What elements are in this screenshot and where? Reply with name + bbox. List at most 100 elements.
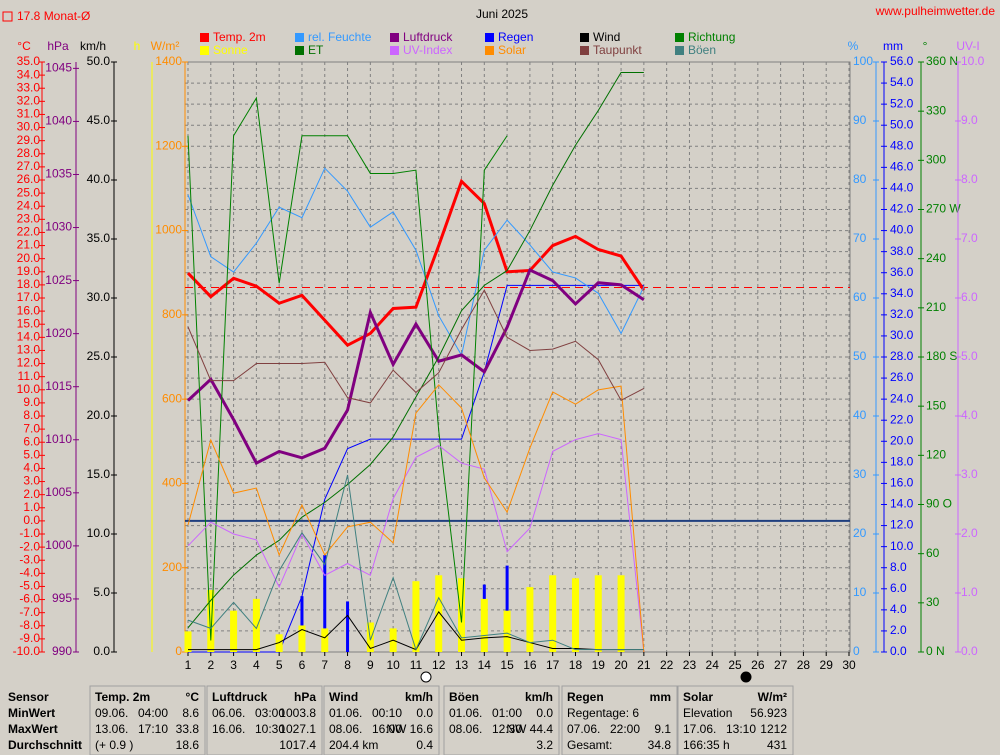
y-tick-label: 25.0: [17, 185, 41, 199]
cell: 33.8: [176, 722, 200, 736]
x-tick-label: 24: [706, 658, 720, 672]
bar: [480, 598, 488, 652]
bar: [323, 555, 327, 652]
y-tick-label: 270 W: [926, 202, 961, 216]
y-tick-label: 40: [853, 408, 867, 422]
x-tick-label: 27: [774, 658, 788, 672]
cell: (+ 0.9 ): [95, 738, 133, 752]
average-label: 17.8 Monat-Ø: [17, 9, 90, 23]
y-tick-label: 16.0: [17, 303, 41, 317]
y-tick-label: 10: [853, 585, 867, 599]
bar: [184, 631, 192, 652]
y-tick-label: 40.0: [87, 172, 111, 186]
y-tick-label: 2.0: [961, 526, 978, 540]
y-tick-label: 1010: [45, 432, 72, 446]
y-tick-label: 40.0: [890, 223, 914, 237]
x-tick-label: 29: [820, 658, 834, 672]
table-row-label: MinWert: [8, 706, 55, 720]
cell: 3.2: [536, 738, 553, 752]
y-tick-label: 60: [853, 290, 867, 304]
y-tick-label: 330: [926, 103, 946, 117]
x-tick-label: 25: [728, 658, 742, 672]
y-tick-label: 50: [853, 349, 867, 363]
axis-unit: °C: [17, 39, 31, 53]
cell: 01.06.: [329, 706, 362, 720]
y-tick-label: 35.0: [87, 231, 111, 245]
legend-swatch: [200, 33, 209, 42]
table-row-label: MaxWert: [8, 722, 58, 736]
bar: [300, 596, 304, 652]
y-tick-label: 15.0: [17, 316, 41, 330]
y-tick-label: 13.0: [17, 343, 41, 357]
x-tick-label: 15: [500, 658, 514, 672]
y-tick-label: 1005: [45, 485, 72, 499]
cell: 03:00: [255, 706, 285, 720]
x-tick-label: 4: [253, 658, 260, 672]
y-tick-label: 52.0: [890, 96, 914, 110]
legend-swatch: [580, 33, 589, 42]
y-tick-label: 0: [853, 644, 860, 658]
y-tick-label: 30: [853, 467, 867, 481]
y-tick-label: 20: [853, 526, 867, 540]
cell: 16:00: [372, 722, 402, 736]
y-tick-label: 27.0: [17, 159, 41, 173]
cell: 9.1: [654, 722, 671, 736]
cell: 1003.8: [279, 706, 316, 720]
cell: 431: [767, 738, 787, 752]
table-panel: [677, 685, 794, 755]
bar: [594, 575, 602, 652]
bar: [505, 565, 509, 652]
bar: [526, 587, 534, 652]
table-panel: [323, 685, 440, 755]
x-tick-label: 20: [614, 658, 628, 672]
panel-name: Regen: [567, 690, 604, 704]
bar: [346, 601, 350, 652]
y-tick-label: 2.0: [890, 623, 907, 637]
axis-unit: km/h: [80, 39, 106, 53]
panel-unit: km/h: [405, 690, 433, 704]
y-tick-label: 29.0: [17, 133, 41, 147]
source: www.pulheimwetter.de: [875, 4, 996, 18]
cell: 1027.1: [279, 722, 316, 736]
y-tick-label: 12.0: [890, 518, 914, 532]
y-tick-label: 17.0: [17, 290, 41, 304]
bar: [298, 625, 306, 652]
y-tick-label: 8.0: [890, 560, 907, 574]
axis-unit: °: [923, 39, 928, 53]
y-tick-label: 1.0: [961, 585, 978, 599]
y-tick-label: 1040: [45, 114, 72, 128]
table-header: Sensor: [8, 690, 49, 704]
y-tick-label: 0.0: [961, 644, 978, 658]
y-tick-label: 1035: [45, 167, 72, 181]
cell: NW 44.4: [506, 722, 553, 736]
bar: [207, 590, 215, 652]
y-tick-label: -10.0: [13, 644, 41, 658]
x-tick-label: 19: [592, 658, 606, 672]
y-tick-label: 33.0: [17, 80, 41, 94]
y-tick-label: 90: [853, 113, 867, 127]
y-tick-label: 20.0: [87, 408, 111, 422]
y-tick-label: 4.0: [23, 461, 40, 475]
x-tick-label: 18: [569, 658, 583, 672]
y-tick-label: 30.0: [87, 290, 111, 304]
cell: 34.8: [648, 738, 672, 752]
y-tick-label: -4.0: [19, 566, 40, 580]
average-icon: [2, 11, 13, 22]
x-tick-label: 22: [660, 658, 674, 672]
cell: 0.0: [416, 706, 433, 720]
bar: [412, 581, 420, 652]
y-tick-label: 16.0: [890, 476, 914, 490]
y-tick-label: 11.0: [18, 369, 41, 383]
y-tick-label: 56.0: [890, 54, 914, 68]
bar: [275, 634, 283, 652]
panel-unit: W/m²: [758, 690, 787, 704]
legend-label: Taupunkt: [593, 43, 642, 57]
bar: [503, 610, 511, 652]
y-tick-label: 990: [52, 644, 72, 658]
y-tick-label: -3.0: [19, 552, 40, 566]
x-tick-label: 28: [797, 658, 811, 672]
panel-name: Temp. 2m: [95, 690, 150, 704]
y-tick-label: 1000: [45, 538, 72, 552]
y-tick-label: 36.0: [890, 265, 914, 279]
legend-swatch: [580, 46, 589, 55]
